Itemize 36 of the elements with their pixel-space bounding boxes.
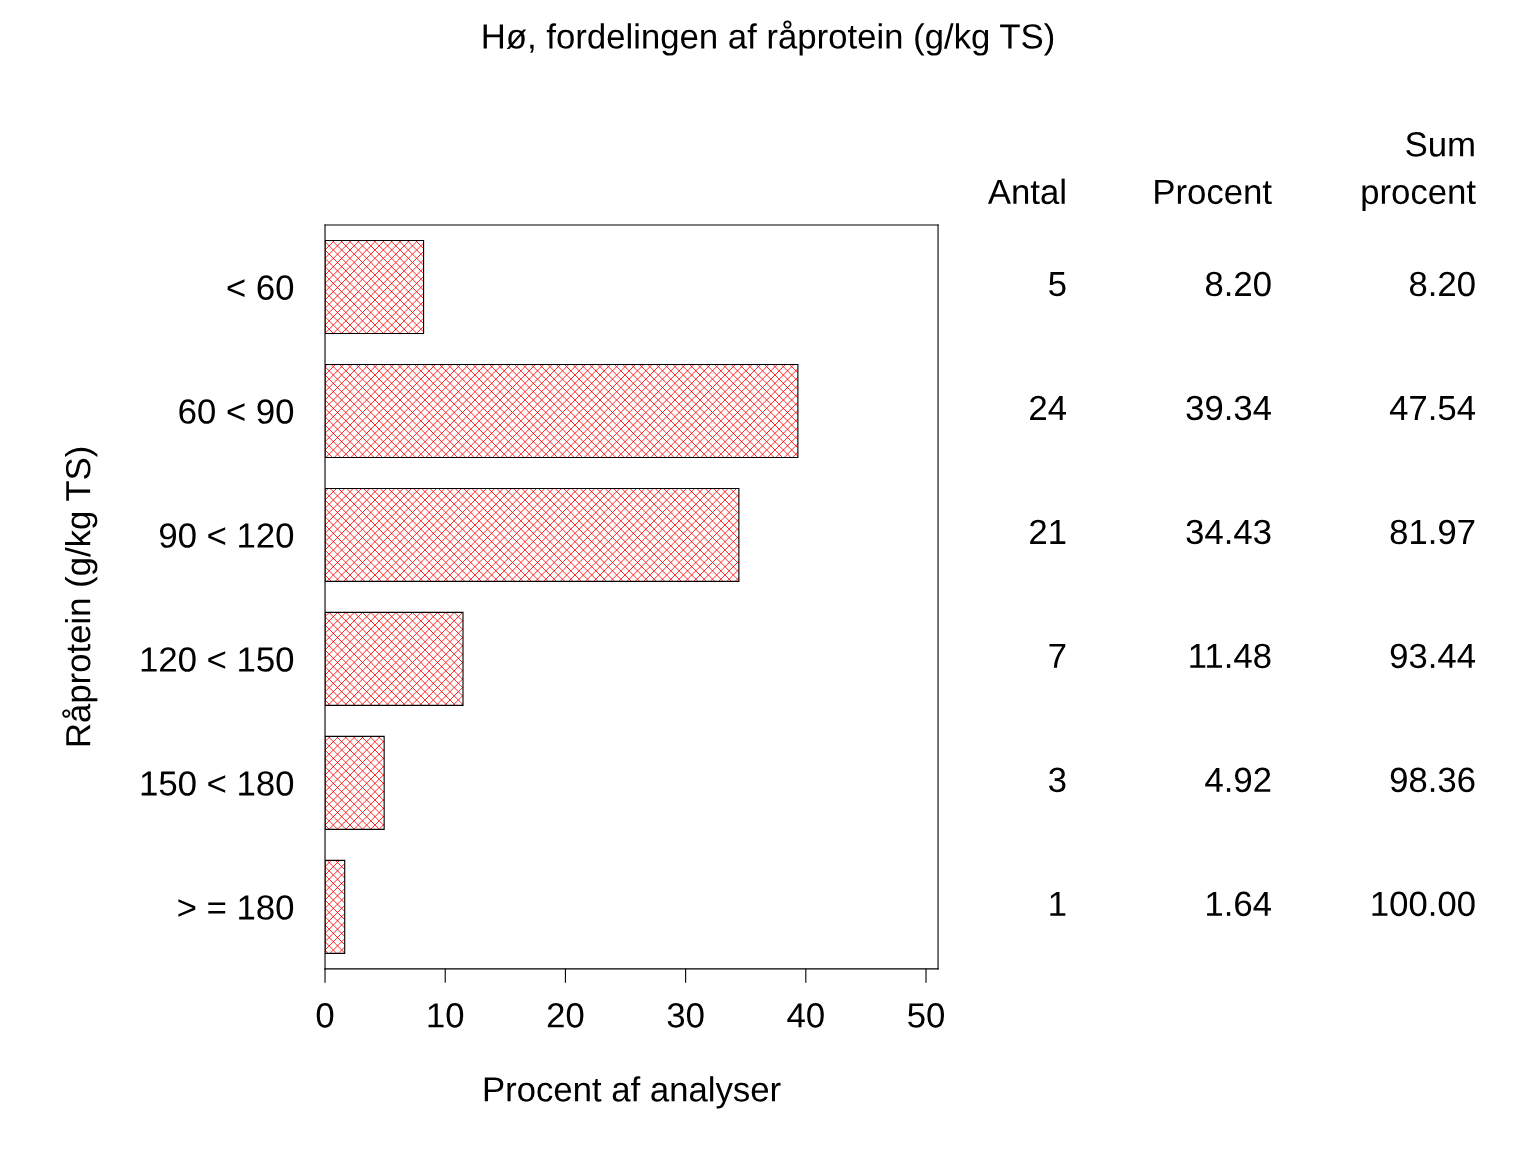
y-tick-label: < 60	[227, 275, 294, 300]
chart-title: Hø, fordelingen af råprotein (g/kg TS)	[483, 20, 1054, 56]
y-tick-label: > = 180	[178, 895, 294, 920]
text: Antal	[987, 178, 1065, 205]
text: Sum procent	[1362, 132, 1476, 211]
text: 8.20	[1409, 271, 1475, 297]
text: 98.36	[1390, 767, 1475, 793]
text: 3	[1049, 767, 1066, 793]
x-tick-label: 40	[787, 1003, 824, 1028]
text: 5	[1049, 272, 1066, 297]
text: 24	[1030, 395, 1066, 420]
text: 81.97	[1390, 519, 1475, 545]
text: 1	[1050, 891, 1066, 916]
y-tick-label: 150 < 180	[141, 771, 294, 796]
x-tick-label: 10	[428, 1003, 464, 1028]
x-tick-label: 50	[908, 1003, 944, 1028]
x-tick-label: 0	[316, 1003, 334, 1028]
text: 93.44	[1390, 643, 1475, 669]
data-label: 8.20	[1205, 271, 1271, 297]
x-tick-label: 20	[547, 1003, 584, 1028]
data-label: 39.34	[1186, 395, 1271, 421]
y-tick-label: 90 < 120	[159, 523, 294, 548]
data-label: 1.64	[1207, 891, 1271, 917]
text: 21	[1030, 519, 1066, 544]
x-tick-label: 30	[667, 1003, 704, 1028]
text: 47.54	[1389, 396, 1475, 421]
y-tick-label: 120 < 150	[141, 647, 294, 672]
data-label: 4.92	[1205, 767, 1271, 793]
data-label: 34.43	[1186, 519, 1271, 545]
x-axis-title: Procent af analyser	[484, 1076, 781, 1109]
data-label: 11.48	[1190, 643, 1271, 669]
text: Procent	[1155, 179, 1272, 205]
text: 7	[1049, 643, 1066, 668]
text: 100.00	[1372, 891, 1475, 917]
y-tick-label: 60 < 90	[179, 399, 294, 424]
y-axis-title: Råprotein (g/kg TS)	[62, 447, 98, 746]
